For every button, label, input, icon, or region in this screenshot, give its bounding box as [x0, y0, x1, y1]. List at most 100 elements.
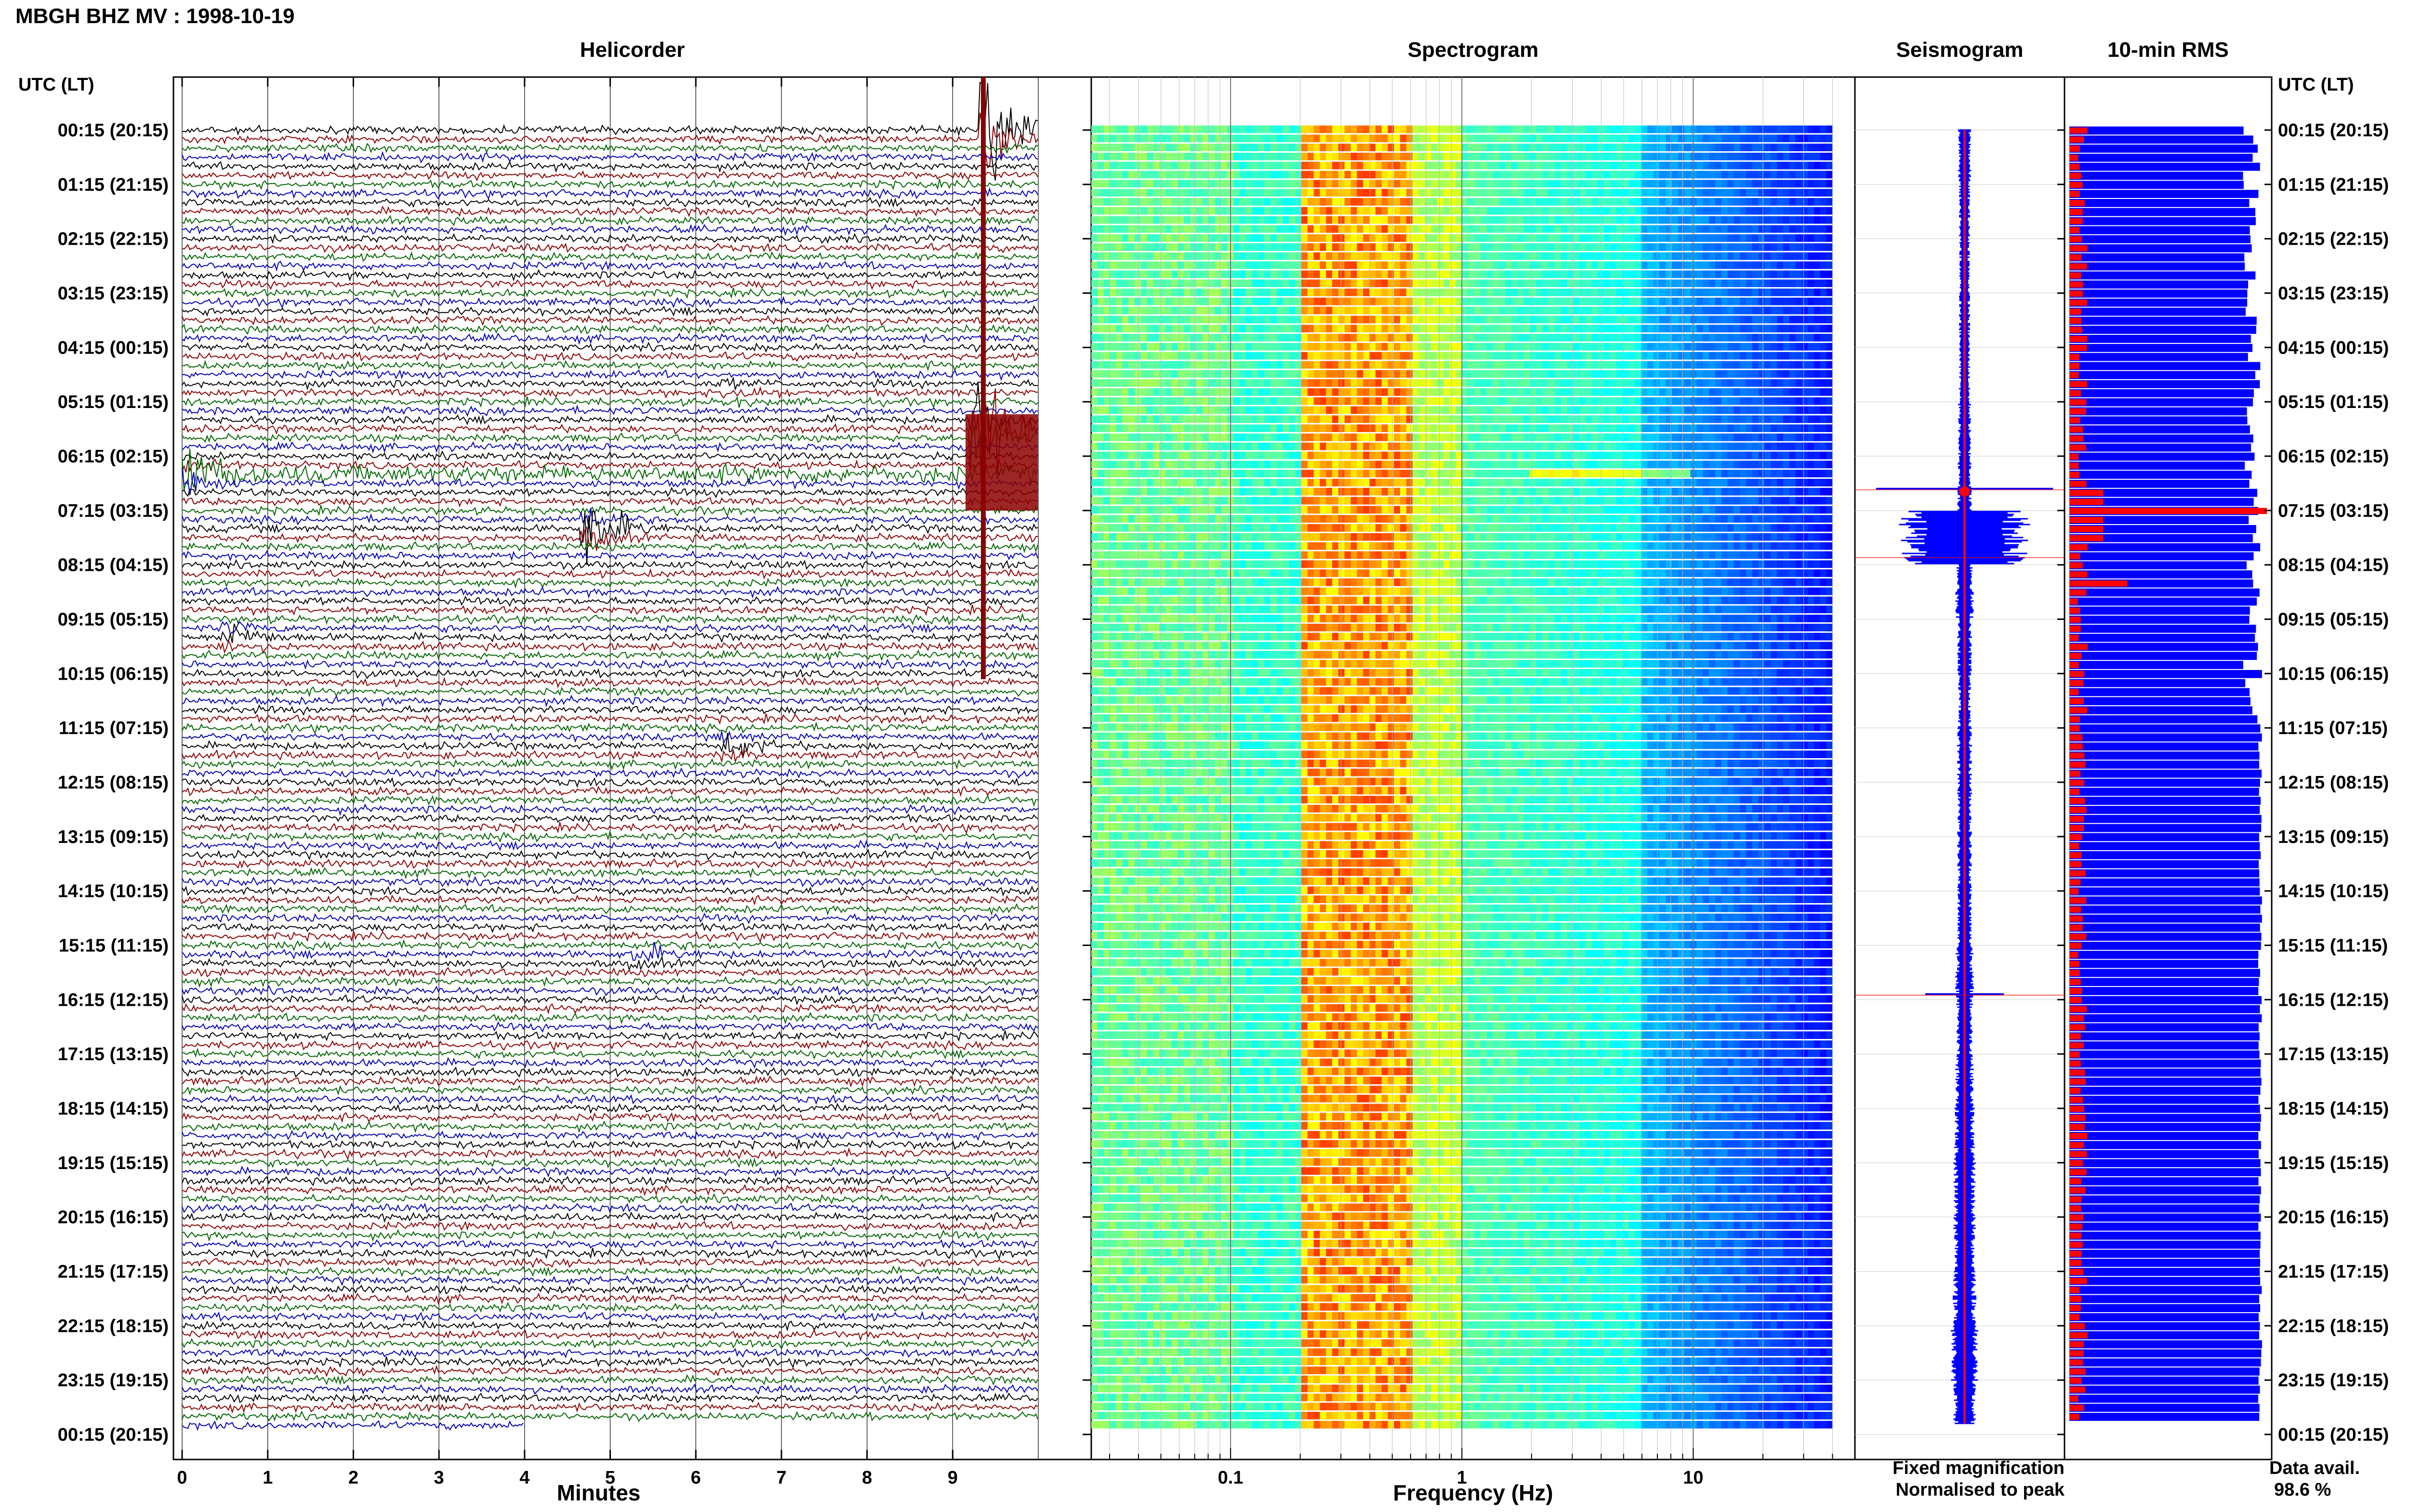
- spectrogram-cell: [1301, 279, 1308, 288]
- spectrogram-cell: [1332, 216, 1339, 224]
- spectrogram-cell: [1097, 252, 1104, 260]
- spectrogram-cell: [1523, 434, 1530, 441]
- spectrogram-cell: [1388, 352, 1394, 360]
- spectrogram-cell: [1758, 234, 1765, 242]
- spectrogram-cell: [1332, 134, 1339, 143]
- spectrogram-cell: [1239, 388, 1246, 396]
- helicorder-trace-row: [182, 613, 1038, 626]
- row-label-left: 01:15 (21:15): [58, 175, 169, 195]
- spectrogram-cell: [1394, 470, 1401, 477]
- spectrogram-cell: [1493, 442, 1499, 450]
- spectrogram-cell: [1233, 125, 1240, 133]
- spectrogram-cell: [1153, 306, 1160, 315]
- spectrogram-cell: [1789, 297, 1796, 305]
- spectrogram-cell: [1771, 434, 1777, 441]
- spectrogram-cell: [1153, 270, 1160, 278]
- spectrogram-cell: [1672, 225, 1679, 233]
- spectrogram-cell: [1245, 289, 1252, 296]
- spectrogram-cell: [1245, 388, 1252, 396]
- spectrogram-cell: [1295, 216, 1302, 224]
- spectrogram-cell: [1350, 297, 1357, 305]
- spectrogram-cell: [1326, 442, 1333, 450]
- spectrogram-cell: [1696, 161, 1703, 170]
- spectrogram-cell: [1542, 306, 1549, 315]
- spectrogram-cell: [1536, 306, 1543, 315]
- spectrogram-cell: [1357, 171, 1363, 179]
- spectrogram-cell: [1480, 442, 1487, 450]
- spectrogram-cell: [1369, 289, 1376, 296]
- row-label-left: 15:15 (11:15): [59, 936, 169, 956]
- spectrogram-cell: [1493, 342, 1499, 351]
- spectrogram-cell: [1153, 316, 1160, 324]
- spectrogram-cell: [1110, 342, 1116, 351]
- spectrogram-cell: [1394, 325, 1401, 333]
- spectrogram-cell: [1789, 361, 1796, 369]
- spectrogram-cell: [1789, 379, 1796, 387]
- spectrogram-cell: [1091, 460, 1098, 469]
- spectrogram-cell: [1406, 198, 1413, 206]
- spectrogram-cell: [1709, 325, 1716, 333]
- spectrogram-cell: [1740, 297, 1747, 305]
- spectrogram-cell: [1585, 243, 1592, 251]
- spectrogram-cell: [1264, 406, 1271, 414]
- spectrogram-cell: [1826, 153, 1833, 160]
- spectrogram-cell: [1703, 279, 1709, 288]
- spectrogram-cell: [1462, 234, 1469, 242]
- spectrogram-cell: [1388, 243, 1394, 251]
- spectrogram-cell: [1771, 442, 1777, 450]
- spectrogram-cell: [1381, 370, 1388, 378]
- spectrogram-cell: [1388, 207, 1394, 215]
- spectrogram-cell: [1616, 234, 1623, 242]
- spectrogram-cell: [1418, 451, 1425, 460]
- spectrogram-cell: [1431, 153, 1438, 160]
- spectrogram-cell: [1350, 161, 1357, 170]
- spectrogram-cell: [1406, 297, 1413, 305]
- spectrogram-cell: [1295, 144, 1302, 151]
- spectrogram-cell: [1313, 451, 1320, 460]
- spectrogram-cell: [1789, 406, 1796, 414]
- spectrogram-cell: [1585, 388, 1592, 396]
- spectrogram-cell: [1696, 406, 1703, 414]
- spectrogram-cell: [1567, 161, 1574, 170]
- spectrogram-cell: [1375, 198, 1382, 206]
- spectrogram-cell: [1270, 207, 1277, 215]
- spectrogram-cell: [1499, 406, 1506, 414]
- spectrogram-cell: [1215, 388, 1221, 396]
- spectrogram-cell: [1616, 352, 1623, 360]
- spectrogram-cell: [1585, 397, 1592, 405]
- spectrogram-cell: [1184, 316, 1191, 324]
- spectrogram-cell: [1666, 279, 1672, 288]
- spectrogram-cell: [1295, 252, 1302, 260]
- spectrogram-cell: [1789, 352, 1796, 360]
- spectrogram-cell: [1412, 352, 1419, 360]
- spectrogram-cell: [1666, 352, 1672, 360]
- spectrogram-cell: [1128, 406, 1135, 414]
- spectrogram-cell: [1480, 415, 1487, 423]
- spectrogram-cell: [1178, 234, 1184, 242]
- spectrogram-cell: [1443, 234, 1450, 242]
- spectrogram-cell: [1752, 207, 1759, 215]
- spectrogram-cell: [1505, 306, 1512, 315]
- spectrogram-cell: [1672, 279, 1679, 288]
- spectrogram-cell: [1567, 306, 1574, 315]
- spectrogram-cell: [1116, 460, 1123, 469]
- row-label-left: 18:15 (14:15): [58, 1099, 169, 1119]
- spectrogram-cell: [1350, 415, 1357, 423]
- spectrogram-cell: [1140, 171, 1147, 179]
- spectrogram-cell: [1375, 225, 1382, 233]
- spectrogram-cell: [1536, 316, 1543, 324]
- spectrogram-cell: [1363, 451, 1370, 460]
- spectrogram-cell: [1474, 198, 1481, 206]
- spectrogram-cell: [1264, 442, 1271, 450]
- spectrogram-cell: [1394, 434, 1401, 441]
- spectrogram-cell: [1517, 171, 1524, 179]
- spectrogram-cell: [1215, 334, 1221, 342]
- spectrogram-cell: [1449, 198, 1456, 206]
- spectrogram-cell: [1375, 470, 1382, 477]
- spectrogram-cell: [1320, 370, 1326, 378]
- spectrogram-cell: [1332, 225, 1339, 233]
- spectrogram-cell: [1264, 334, 1271, 342]
- spectrogram-cell: [1357, 252, 1363, 260]
- spectrogram-cell: [1771, 289, 1777, 296]
- spectrogram-cell: [1153, 460, 1160, 469]
